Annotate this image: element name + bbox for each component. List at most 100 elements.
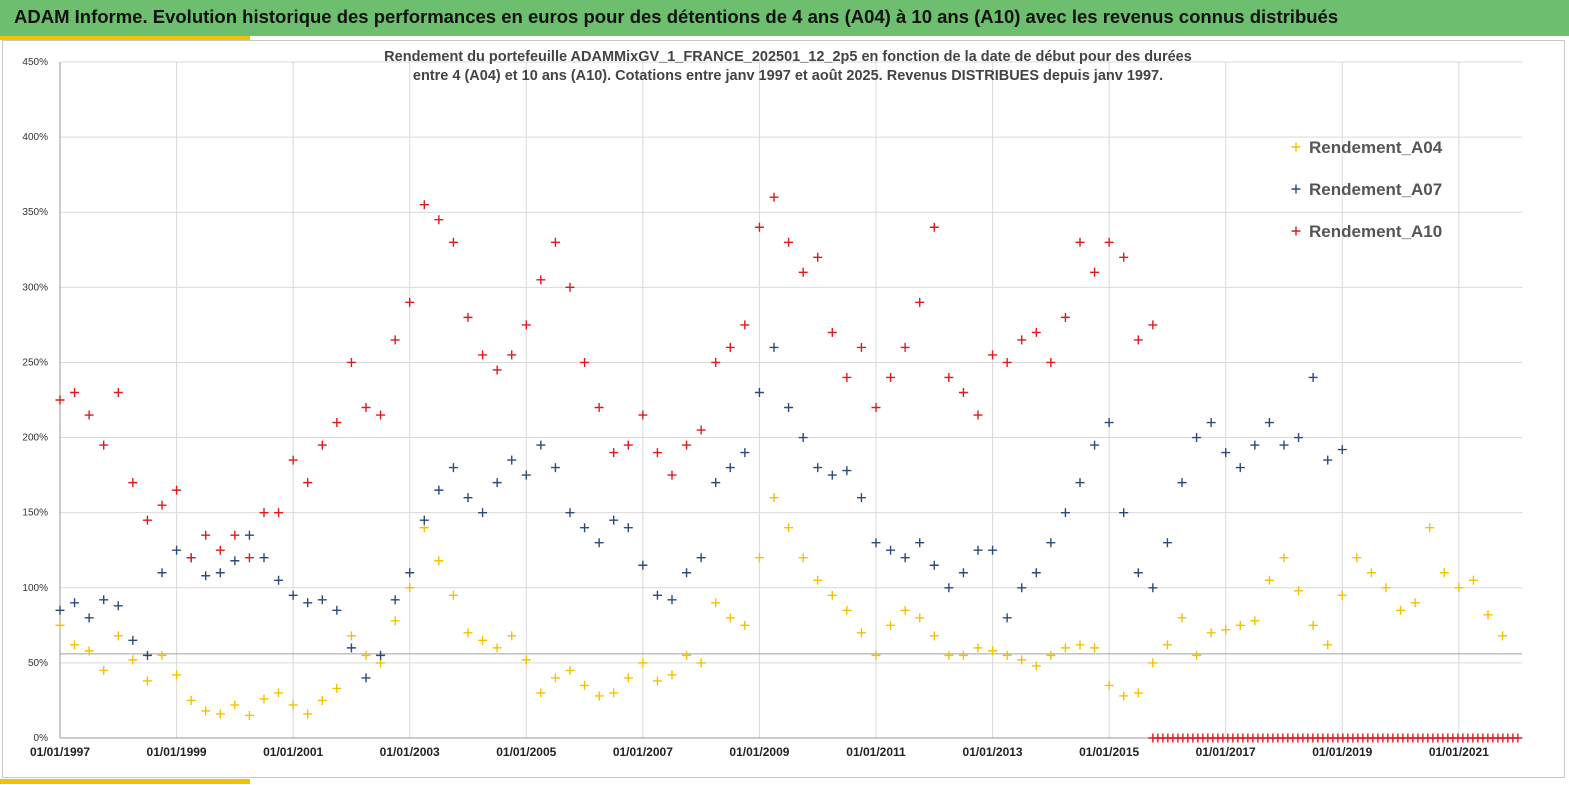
data-point xyxy=(754,553,764,563)
data-point xyxy=(652,448,662,458)
data-point xyxy=(580,523,590,533)
data-point xyxy=(1264,418,1274,428)
data-point xyxy=(1279,553,1289,563)
data-point xyxy=(929,222,939,232)
data-point xyxy=(988,350,998,360)
data-point xyxy=(84,646,94,656)
legend-marker xyxy=(1291,226,1301,236)
data-point xyxy=(1046,357,1056,367)
data-point xyxy=(142,676,152,686)
data-point xyxy=(623,523,633,533)
data-point xyxy=(958,568,968,578)
data-point xyxy=(361,403,371,413)
data-point xyxy=(711,357,721,367)
data-point xyxy=(1498,631,1508,641)
data-point xyxy=(871,538,881,548)
data-point xyxy=(1017,583,1027,593)
legend: Rendement_A04 Rendement_A07 Rendement_A10 xyxy=(1291,138,1443,241)
data-point xyxy=(1075,640,1085,650)
data-point xyxy=(915,538,925,548)
data-point xyxy=(1075,237,1085,247)
data-point xyxy=(871,403,881,413)
data-point xyxy=(113,631,123,641)
data-point xyxy=(784,403,794,413)
data-point xyxy=(915,613,925,623)
data-point xyxy=(157,500,167,510)
data-point xyxy=(740,620,750,630)
x-tick-label: 01/01/1997 xyxy=(30,745,90,759)
data-point xyxy=(798,433,808,443)
data-point xyxy=(696,553,706,563)
data-point xyxy=(1119,508,1129,518)
data-point xyxy=(958,650,968,660)
data-point xyxy=(274,575,284,585)
y-tick-label: 150% xyxy=(22,508,48,519)
data-point xyxy=(1119,691,1129,701)
data-point xyxy=(244,530,254,540)
data-point xyxy=(259,694,269,704)
data-point xyxy=(1294,433,1304,443)
data-point xyxy=(521,470,531,480)
data-point xyxy=(361,673,371,683)
data-point xyxy=(988,545,998,555)
data-point xyxy=(201,706,211,716)
data-point xyxy=(609,448,619,458)
data-point xyxy=(317,695,327,705)
data-point xyxy=(128,655,138,665)
x-tick-label: 01/01/2019 xyxy=(1312,745,1372,759)
data-point xyxy=(1104,680,1114,690)
data-point xyxy=(886,372,896,382)
data-point xyxy=(638,658,648,668)
x-axis-ticks: 01/01/1997 01/01/1999 01/01/2001 01/01/2003… xyxy=(30,745,1489,759)
data-point xyxy=(448,590,458,600)
data-point xyxy=(215,709,225,719)
x-tick-label: 01/01/2015 xyxy=(1079,745,1139,759)
data-point xyxy=(317,440,327,450)
data-point xyxy=(99,665,109,675)
data-point xyxy=(492,365,502,375)
data-point xyxy=(1323,455,1333,465)
y-tick-label: 450% xyxy=(22,57,48,68)
data-point xyxy=(929,560,939,570)
data-point xyxy=(346,357,356,367)
data-point xyxy=(434,556,444,566)
data-point xyxy=(1148,320,1158,330)
data-point xyxy=(390,616,400,626)
data-point xyxy=(623,673,633,683)
data-point xyxy=(1235,620,1245,630)
series-rendement-a04 xyxy=(55,493,1508,720)
data-point xyxy=(1337,590,1347,600)
data-point xyxy=(944,583,954,593)
data-point xyxy=(1206,418,1216,428)
data-point xyxy=(1337,445,1347,455)
data-point xyxy=(303,478,313,488)
data-point xyxy=(1250,440,1260,450)
data-point xyxy=(711,478,721,488)
data-point xyxy=(1264,575,1274,585)
data-point xyxy=(696,658,706,668)
data-point xyxy=(55,620,65,630)
data-point xyxy=(667,470,677,480)
data-point xyxy=(1075,478,1085,488)
banner-accent-bar xyxy=(0,36,250,40)
data-point xyxy=(842,466,852,476)
data-point xyxy=(1031,661,1041,671)
data-point xyxy=(638,410,648,420)
data-points xyxy=(55,192,1523,743)
data-point xyxy=(230,530,240,540)
data-point xyxy=(1206,628,1216,638)
data-point xyxy=(405,297,415,307)
data-point xyxy=(507,455,517,465)
data-point xyxy=(332,683,342,693)
data-point xyxy=(376,410,386,420)
data-point xyxy=(682,650,692,660)
data-point xyxy=(448,463,458,473)
data-point xyxy=(303,598,313,608)
data-point xyxy=(244,553,254,563)
data-point xyxy=(55,605,65,615)
data-point xyxy=(565,508,575,518)
data-point xyxy=(463,312,473,322)
data-point xyxy=(550,673,560,683)
x-tick-label: 01/01/2005 xyxy=(496,745,556,759)
data-point xyxy=(1308,620,1318,630)
